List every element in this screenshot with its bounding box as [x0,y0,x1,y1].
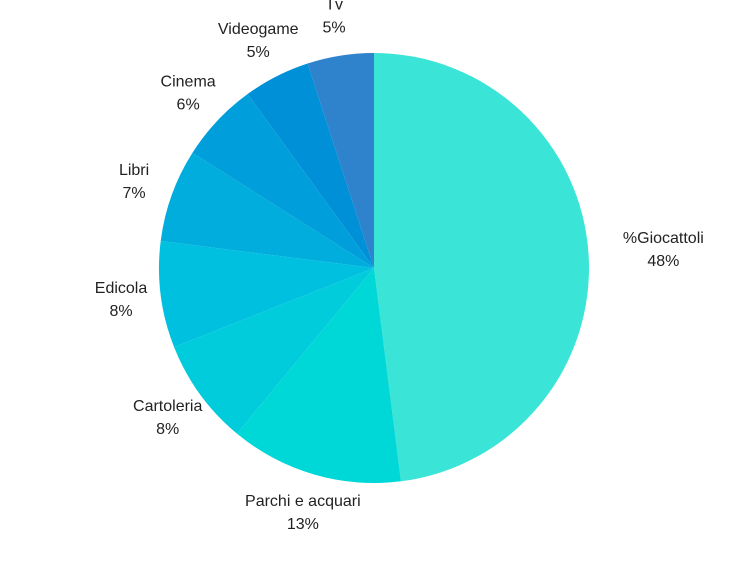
slice-value-label: 8% [156,421,179,438]
slice-value-label: 48% [647,253,679,270]
pie-slice [159,241,374,348]
slice-value-label: 6% [177,97,200,114]
slice-label: Videogame [218,21,299,38]
slice-label: Cinema [161,74,216,91]
slice-value-label: 7% [123,185,146,202]
pie-slice [307,53,374,268]
slice-label: Libri [119,162,149,179]
pie-slice [160,152,374,268]
pie-slice [174,268,374,434]
pie-slice [236,268,401,483]
pie-slice [192,94,374,269]
slice-value-label: 5% [247,44,270,61]
pie-slice [374,53,589,482]
slice-label: Parchi e acquari [245,493,361,510]
slice-label: Edicola [95,280,148,297]
pie-slice [247,63,374,268]
slice-label: %Giocattoli [623,230,704,247]
slice-label: Tv [325,0,343,13]
slice-value-label: 5% [323,19,346,36]
slice-label: Cartoleria [133,398,202,415]
slice-value-label: 13% [287,516,319,533]
slice-value-label: 8% [109,303,132,320]
